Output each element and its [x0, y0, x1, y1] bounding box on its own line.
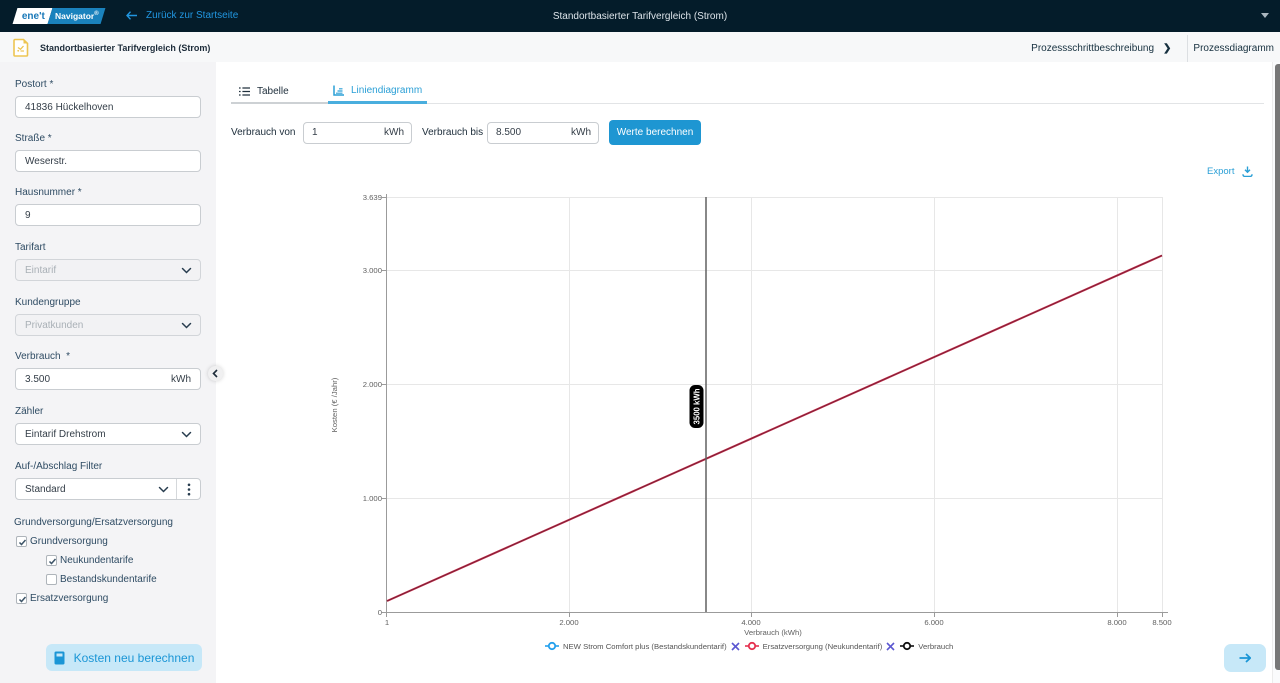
- svg-text:4.000: 4.000: [741, 618, 760, 627]
- svg-text:Verbrauch (kWh): Verbrauch (kWh): [744, 628, 802, 637]
- svg-text:1.000: 1.000: [363, 494, 382, 503]
- svg-text:3500 kWh: 3500 kWh: [693, 388, 702, 424]
- svg-text:6.000: 6.000: [924, 618, 943, 627]
- svg-text:1: 1: [385, 618, 389, 627]
- svg-text:3.639: 3.639: [363, 193, 382, 202]
- svg-text:8.500: 8.500: [1152, 618, 1171, 627]
- svg-text:0: 0: [378, 608, 382, 617]
- svg-text:Kosten (€ /Jahr): Kosten (€ /Jahr): [330, 377, 339, 432]
- svg-text:8.000: 8.000: [1107, 618, 1126, 627]
- svg-text:3.000: 3.000: [363, 266, 382, 275]
- svg-text:2.000: 2.000: [559, 618, 578, 627]
- svg-text:2.000: 2.000: [363, 380, 382, 389]
